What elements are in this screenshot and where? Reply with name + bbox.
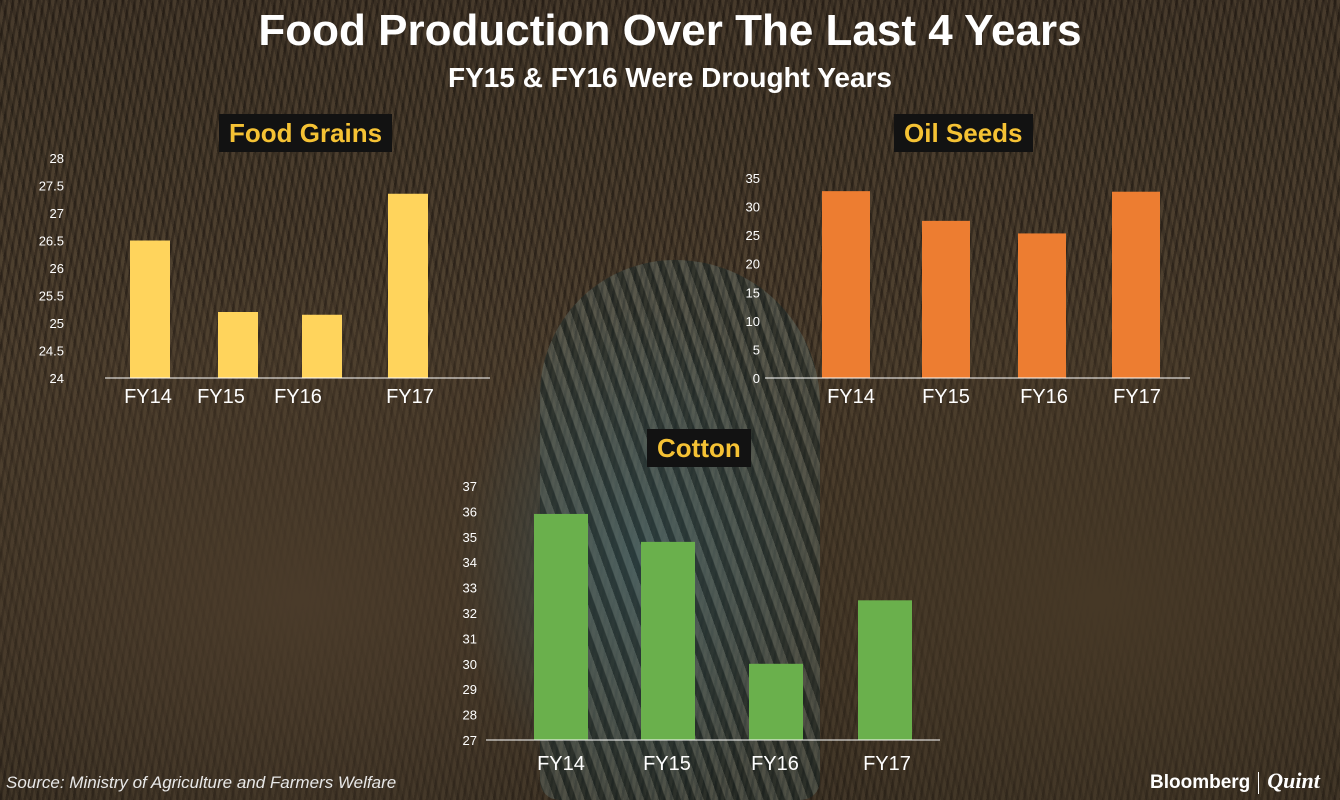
bar-fy15 bbox=[218, 312, 258, 378]
oil-seeds-label: Oil Seeds bbox=[894, 114, 1033, 152]
logo-brand: Bloomberg bbox=[1150, 772, 1251, 793]
bar-fy17 bbox=[858, 600, 912, 740]
chart-title: Food Production Over The Last 4 Years bbox=[258, 6, 1082, 55]
y-tick-label: 27 bbox=[50, 206, 64, 221]
bar-fy16 bbox=[749, 663, 803, 740]
y-tick-label: 20 bbox=[746, 257, 760, 272]
y-tick-label: 31 bbox=[463, 631, 477, 646]
x-tick-label: FY17 bbox=[386, 386, 434, 408]
y-tick-label: 25 bbox=[746, 228, 760, 243]
logo-partner: Quint bbox=[1267, 768, 1320, 793]
y-tick-label: 30 bbox=[463, 657, 477, 672]
bar-fy14 bbox=[534, 513, 588, 740]
x-tick-label: FY15 bbox=[922, 386, 970, 408]
bar-fy14 bbox=[822, 191, 870, 378]
y-tick-label: 25 bbox=[50, 316, 64, 331]
oil-seeds-chart: 0 5 10 15 20 25 30 35 FY14 FY15 FY16 FY17 bbox=[746, 171, 1190, 408]
food-grains-chart: 24 24.5 25 25.5 26 26.5 27 27.5 28 FY14 FY15 FY16 FY… bbox=[39, 151, 490, 408]
y-tick-label: 28 bbox=[50, 151, 64, 166]
x-tick-label: FY14 bbox=[537, 753, 585, 775]
bloomberg-quint-logo: Bloomberg Quint bbox=[1150, 768, 1320, 794]
y-tick-label: 36 bbox=[463, 504, 477, 519]
food-grains-label: Food Grains bbox=[219, 114, 393, 152]
cotton-chart: 27 28 29 30 31 32 33 34 35 36 37 FY14 FY15 FY16 FY17 bbox=[463, 479, 940, 775]
cotton-label: Cotton bbox=[647, 429, 751, 467]
x-tick-label: FY16 bbox=[274, 386, 322, 408]
x-tick-label: FY15 bbox=[197, 386, 245, 408]
y-tick-label: 15 bbox=[746, 285, 760, 300]
y-tick-label: 33 bbox=[463, 581, 477, 596]
y-tick-label: 37 bbox=[463, 479, 477, 494]
x-tick-label: FY17 bbox=[1113, 386, 1161, 408]
y-tick-label: 10 bbox=[746, 314, 760, 329]
y-tick-label: 24.5 bbox=[39, 344, 64, 359]
y-tick-label: 34 bbox=[463, 555, 477, 570]
bar-fy15 bbox=[922, 220, 970, 378]
bar-fy17 bbox=[388, 193, 428, 378]
x-tick-label: FY15 bbox=[643, 753, 691, 775]
x-tick-label: FY17 bbox=[863, 753, 911, 775]
x-tick-label: FY14 bbox=[124, 386, 172, 408]
bar-fy14 bbox=[130, 240, 170, 378]
x-tick-label: FY16 bbox=[1020, 386, 1068, 408]
chart-subtitle: FY15 & FY16 Were Drought Years bbox=[447, 62, 893, 93]
y-tick-label: 35 bbox=[746, 171, 760, 186]
y-tick-label: 30 bbox=[746, 200, 760, 215]
y-tick-label: 5 bbox=[753, 342, 760, 357]
bar-fy17 bbox=[1112, 191, 1160, 378]
y-tick-label: 28 bbox=[463, 708, 477, 723]
logo-separator bbox=[1258, 771, 1260, 794]
y-tick-label: 26 bbox=[50, 261, 64, 276]
bar-fy16 bbox=[302, 314, 342, 378]
bar-fy15 bbox=[641, 541, 695, 740]
source-note: Source: Ministry of Agriculture and Farm… bbox=[6, 773, 397, 792]
y-tick-label: 26.5 bbox=[39, 234, 64, 249]
y-tick-label: 32 bbox=[463, 606, 477, 621]
y-tick-label: 27 bbox=[463, 733, 477, 748]
y-tick-label: 27.5 bbox=[39, 179, 64, 194]
y-tick-label: 24 bbox=[50, 371, 64, 386]
y-tick-label: 0 bbox=[753, 371, 760, 386]
y-tick-label: 35 bbox=[463, 530, 477, 545]
y-tick-label: 25.5 bbox=[39, 289, 64, 304]
x-tick-label: FY14 bbox=[827, 386, 875, 408]
bar-fy16 bbox=[1018, 233, 1066, 378]
y-tick-label: 29 bbox=[463, 682, 477, 697]
x-tick-label: FY16 bbox=[751, 753, 799, 775]
